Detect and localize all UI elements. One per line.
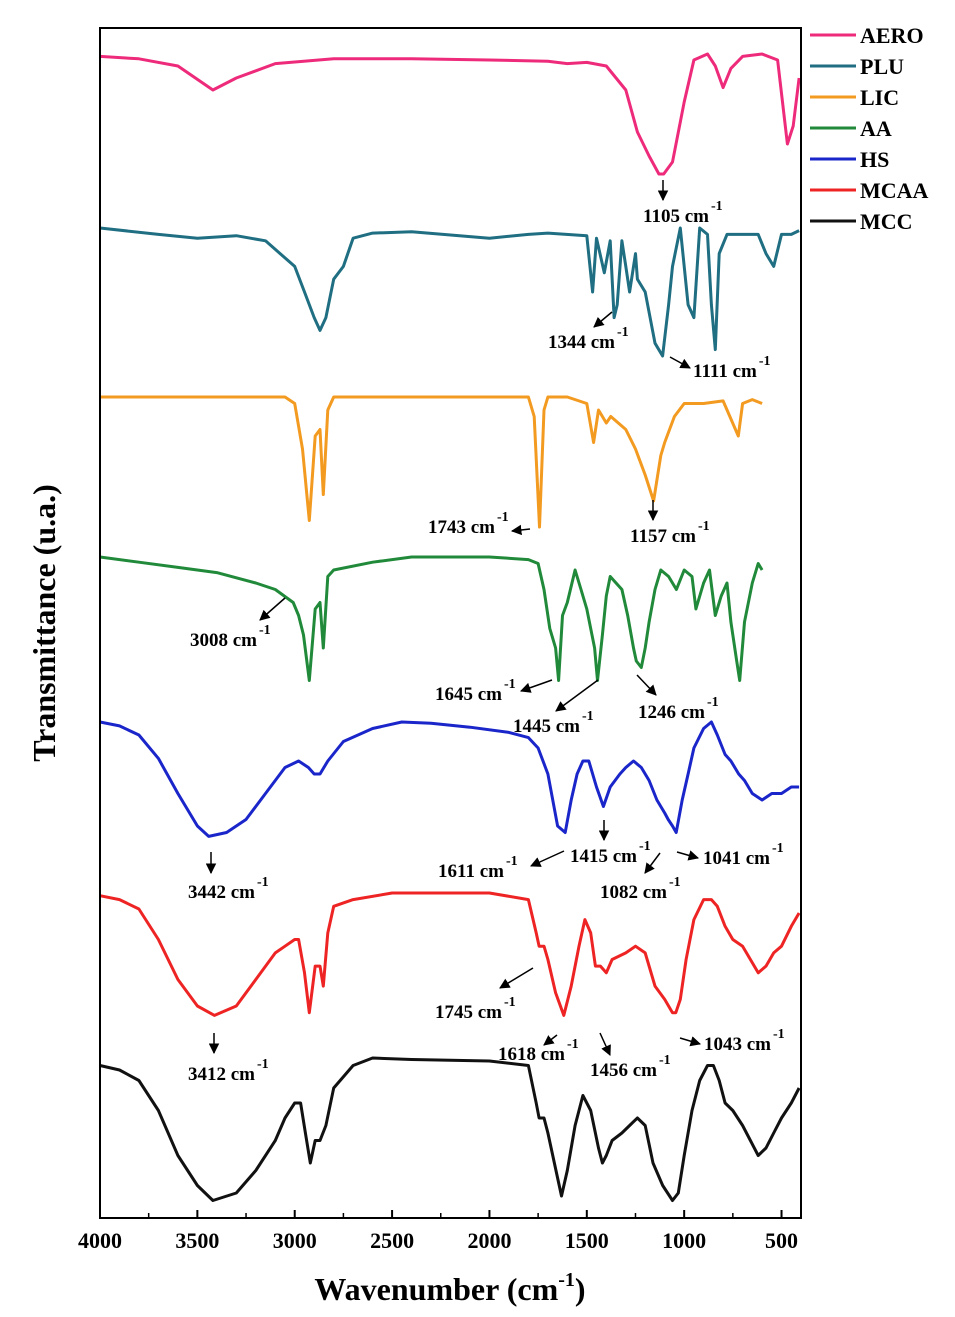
series-line-plu bbox=[99, 226, 800, 358]
annotation-arrow bbox=[530, 850, 565, 867]
annotation-label: 1415 cm -1 bbox=[570, 839, 651, 867]
annotation-label: 1456 cm -1 bbox=[590, 1053, 671, 1081]
legend-label-aero: AERO bbox=[860, 23, 924, 48]
legend-label-aa: AA bbox=[860, 116, 892, 141]
annotation-label: 1157 cm -1 bbox=[630, 519, 710, 547]
annotation-label: 1111 cm -1 bbox=[693, 354, 771, 382]
spectra-traces bbox=[99, 52, 801, 1202]
annotation-arrow bbox=[599, 1032, 611, 1056]
legend-label-mcc: MCC bbox=[860, 209, 913, 234]
annotation-arrow bbox=[555, 679, 599, 712]
annotation-arrow bbox=[593, 311, 613, 328]
annotation-arrow bbox=[510, 524, 531, 536]
annotation-label: 1445 cm -1 bbox=[513, 709, 594, 737]
series-line-aa bbox=[99, 555, 764, 682]
annotation-arrow bbox=[679, 1036, 702, 1047]
annotation-label: 1743 cm -1 bbox=[428, 510, 509, 538]
x-axis-title: Wavenumber (cm-1) bbox=[314, 1269, 585, 1307]
annotation-arrow bbox=[543, 1034, 558, 1046]
series-line-lic bbox=[100, 395, 763, 529]
annotation-label: 1041 cm -1 bbox=[703, 841, 784, 869]
annotation-label: 1745 cm -1 bbox=[435, 995, 516, 1023]
annotation-arrow bbox=[499, 967, 534, 989]
annotation-label: 1246 cm -1 bbox=[638, 695, 719, 723]
annotation-label: 1618 cm -1 bbox=[498, 1037, 579, 1065]
annotation-arrow bbox=[644, 852, 661, 874]
x-tick-label: 3500 bbox=[175, 1228, 219, 1253]
annotation-label: 1344 cm -1 bbox=[548, 325, 629, 353]
x-tick-label: 3000 bbox=[273, 1228, 317, 1253]
annotation-label: 1611 cm -1 bbox=[438, 854, 518, 882]
annotation-label: 1082 cm -1 bbox=[600, 875, 681, 903]
annotation-label: 3442 cm -1 bbox=[188, 875, 269, 903]
annotation-arrow bbox=[520, 679, 553, 693]
x-tick-label: 500 bbox=[765, 1228, 798, 1253]
y-axis-title: Transmittance (u.a.) bbox=[26, 484, 62, 762]
legend: AERO PLU LIC AA HS MCAA MCC bbox=[810, 23, 929, 234]
legend-label-hs: HS bbox=[860, 147, 889, 172]
series-line-hs bbox=[99, 720, 800, 838]
annotation-arrow bbox=[676, 850, 700, 861]
x-tick-label: 2000 bbox=[467, 1228, 511, 1253]
x-tick-label: 4000 bbox=[78, 1228, 122, 1253]
x-axis-ticks: 4000 3500 3000 2500 2000 1500 1000 500 bbox=[78, 1210, 798, 1253]
legend-label-mcaa: MCAA bbox=[860, 178, 929, 203]
legend-label-plu: PLU bbox=[860, 54, 904, 79]
x-tick-label: 2500 bbox=[370, 1228, 414, 1253]
plot-frame bbox=[99, 27, 802, 1219]
annotation-arrow bbox=[669, 356, 691, 369]
annotation-label: 1043 cm -1 bbox=[704, 1027, 785, 1055]
peak-annotations: 1105 cm -1 1344 cm -1 1111 cm -1 1743 cm -1 1157… bbox=[188, 180, 785, 1085]
annotation-arrow bbox=[259, 597, 286, 621]
annotation-label: 1105 cm -1 bbox=[643, 199, 723, 227]
annotation-label: 1645 cm -1 bbox=[435, 677, 516, 705]
series-line-mcc bbox=[99, 1056, 801, 1202]
x-tick-label: 1000 bbox=[662, 1228, 706, 1253]
annotation-arrow bbox=[636, 674, 657, 696]
x-tick-label: 1500 bbox=[565, 1228, 609, 1253]
annotation-label: 3008 cm -1 bbox=[190, 623, 271, 651]
legend-label-lic: LIC bbox=[860, 85, 899, 110]
annotation-label: 3412 cm -1 bbox=[188, 1057, 269, 1085]
series-line-aero bbox=[99, 52, 801, 176]
series-line-mcaa bbox=[99, 891, 801, 1017]
